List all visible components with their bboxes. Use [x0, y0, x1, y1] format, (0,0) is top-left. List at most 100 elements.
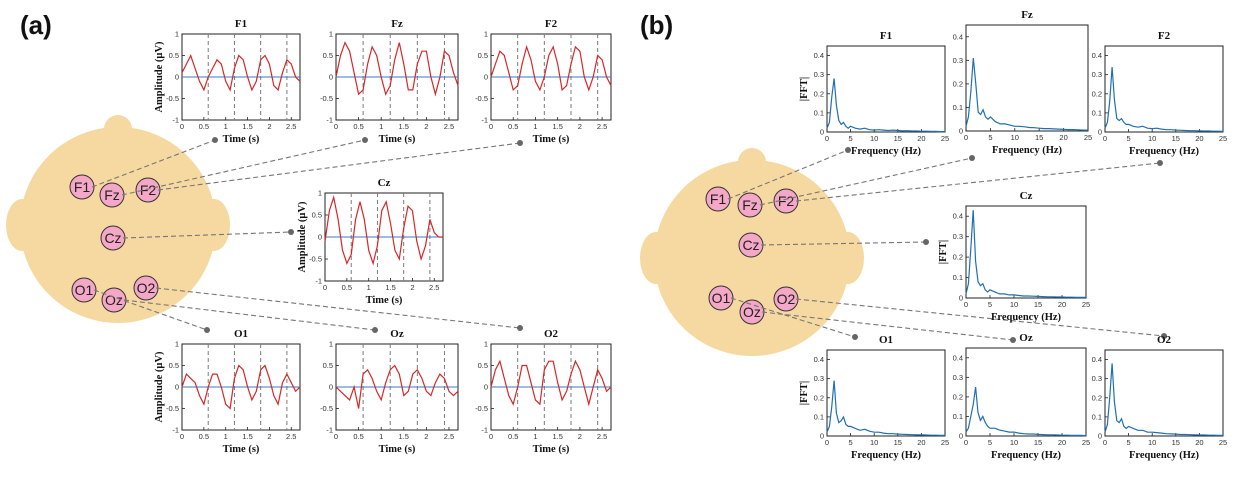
x-tick-label-cz: 2.5	[429, 283, 439, 292]
electrode-label-f1: F1	[74, 179, 91, 195]
plot-area-f1	[826, 45, 946, 133]
leader-dot-o2	[1161, 333, 1167, 339]
leader-line-f2	[157, 142, 521, 191]
leader-dot-o1	[852, 334, 858, 340]
leader-dot-fz	[969, 155, 975, 161]
x-tick-label-o2: 2	[578, 432, 582, 441]
x-tick-label-o2: 1.5	[552, 432, 562, 441]
y-tick-label-f1: -0.5	[166, 94, 179, 103]
electrode-label-o2: O2	[777, 291, 796, 307]
leader-line-o2	[155, 287, 521, 329]
y-tick-label-f2: -0.5	[475, 94, 488, 103]
y-tick-label-o2: 1	[484, 340, 488, 349]
x-tick-label-cz: 1	[367, 283, 371, 292]
electrode-label-fz: Fz	[742, 197, 758, 213]
chart-b-f2: F2 0 5 10 15 20 25 0 0.1 0.2 0.3 0.4 Frequency (Hz)	[1092, 30, 1228, 157]
y-tick-label-o1: 0.3	[814, 374, 824, 383]
x-tick-label-cz: 15	[1034, 300, 1042, 309]
chart-a-fz: Fz 0 0.5 1 1.5 2 2.5 -1 -0.5 0 0.5 1 Time (s)	[320, 18, 459, 145]
plot-area-o1	[826, 349, 946, 437]
x-axis-label-f2: Time (s)	[533, 134, 570, 145]
x-tick-label-f1: 20	[917, 134, 925, 143]
x-tick-label-f2: 5	[1127, 134, 1131, 143]
y-tick-label-o2: -0.5	[475, 404, 488, 413]
y-tick-label-f2: 0	[1098, 128, 1102, 137]
x-tick-label-f2: 0	[1103, 134, 1107, 143]
leader-line-o2	[795, 298, 1165, 337]
x-tick-label-o2: 15	[1172, 438, 1180, 447]
y-tick-label-f1: 1	[175, 30, 179, 39]
chart-b-cz: Cz 0 5 10 15 20 25 0 0.1 0.2 0.3 0.4 Frequency (Hz) |…	[938, 190, 1090, 323]
x-tick-label-cz: 10	[1010, 300, 1018, 309]
x-tick-label-f2: 15	[1172, 134, 1180, 143]
x-tick-label-f1: 2	[267, 122, 271, 131]
x-axis-label-o2: Time (s)	[533, 444, 570, 455]
x-tick-label-fz: 10	[1011, 133, 1019, 142]
head-diagrams: F1 Fz F2 Cz O1 Oz O2 F1 Fz F2 Cz O1 Oz O2	[6, 115, 864, 356]
x-tick-label-f1: 1.5	[242, 122, 252, 131]
y-tick-label-o1: 0	[820, 432, 824, 441]
electrode-label-fz: Fz	[104, 187, 120, 203]
y-axis-label-f1: Amplitude (µV)	[154, 41, 165, 113]
chart-a-f1: F1 0 0.5 1 1.5 2 2.5 -1 -0.5 0 0.5 1 Time (s) Amplitu…	[154, 18, 301, 145]
x-axis-label-o2: Frequency (Hz)	[1129, 450, 1200, 461]
x-axis-label-oz: Time (s)	[379, 444, 416, 455]
chart-title-o1: O1	[234, 328, 248, 340]
x-tick-label-f2: 2.5	[597, 122, 607, 131]
chart-title-fz: Fz	[1021, 9, 1033, 21]
y-tick-label-oz: 0.5	[323, 361, 333, 370]
x-tick-label-fz: 1.5	[399, 122, 409, 131]
x-axis-label-o1: Frequency (Hz)	[851, 450, 922, 461]
x-tick-label-f1: 10	[870, 134, 878, 143]
x-tick-label-o1: 0.5	[199, 432, 209, 441]
electrode-label-f2: F2	[140, 182, 157, 198]
x-tick-label-fz: 5	[988, 133, 992, 142]
y-tick-label-o1: -1	[172, 426, 179, 435]
x-tick-label-oz: 10	[1010, 438, 1018, 447]
chart-a-cz: Cz 0 0.5 1 1.5 2 2.5 -1 -0.5 0 0.5 1 Time (s) Amplitu…	[297, 177, 444, 306]
y-tick-label-f2: 0.2	[1092, 89, 1102, 98]
x-tick-label-f1: 0	[825, 134, 829, 143]
x-axis-label-fz: Frequency (Hz)	[992, 145, 1063, 156]
series-line-o2	[1104, 363, 1223, 436]
series-line-fz	[965, 57, 1088, 131]
x-axis-label-cz: Frequency (Hz)	[991, 312, 1062, 323]
x-tick-label-o2: 0	[1103, 438, 1107, 447]
x-tick-label-fz: 0	[334, 122, 338, 131]
y-tick-label-o2: 0.5	[478, 361, 488, 370]
y-axis-label-o1: Amplitude (µV)	[154, 351, 165, 423]
x-tick-label-o1: 20	[917, 438, 925, 447]
leader-dot-oz	[1010, 337, 1016, 343]
series-line-f1	[181, 53, 301, 92]
chart-title-o2: O2	[544, 328, 559, 340]
plot-area-oz	[965, 347, 1087, 437]
chart-b-fz: Fz 0 5 10 15 20 25 0 0.1 0.2 0.3 0.4 Frequency (Hz)	[953, 9, 1093, 156]
y-axis-label-cz: |FFT|	[938, 240, 949, 264]
y-tick-label-oz: 0.3	[953, 373, 963, 382]
x-tick-label-fz: 0.5	[353, 122, 363, 131]
chart-title-fz: Fz	[391, 18, 403, 30]
plot-area-fz	[965, 24, 1089, 132]
x-tick-label-o1: 25	[941, 438, 949, 447]
x-tick-label-o2: 10	[1148, 438, 1156, 447]
chart-title-oz: Oz	[1019, 332, 1033, 344]
x-tick-label-cz: 0.5	[342, 283, 352, 292]
x-tick-label-f2: 1.5	[552, 122, 562, 131]
chart-b-o1: O1 0 5 10 15 20 25 0 0.1 0.2 0.3 0.4 Frequency (Hz) |…	[799, 334, 949, 461]
chart-b-oz: Oz 0 5 10 15 20 25 0 0.1 0.2 0.3 0.4 Frequency (Hz)	[953, 332, 1091, 461]
y-tick-label-f2: 0.5	[478, 51, 488, 60]
x-tick-label-o2: 25	[1219, 438, 1227, 447]
series-line-oz	[335, 364, 459, 409]
x-axis-label-fz: Time (s)	[379, 134, 416, 145]
leader-dot-oz	[372, 327, 378, 333]
x-tick-label-oz: 20	[1058, 438, 1066, 447]
x-tick-label-oz: 5	[988, 438, 992, 447]
x-tick-label-fz: 1	[379, 122, 383, 131]
chart-title-oz: Oz	[390, 328, 404, 340]
x-tick-label-f2: 10	[1148, 134, 1156, 143]
y-tick-label-cz: 0.4	[953, 212, 963, 221]
y-tick-label-f2: 0.3	[1092, 70, 1102, 79]
head-outline	[654, 160, 850, 356]
x-tick-label-oz: 1.5	[399, 432, 409, 441]
y-tick-label-f1: 0.5	[169, 51, 179, 60]
